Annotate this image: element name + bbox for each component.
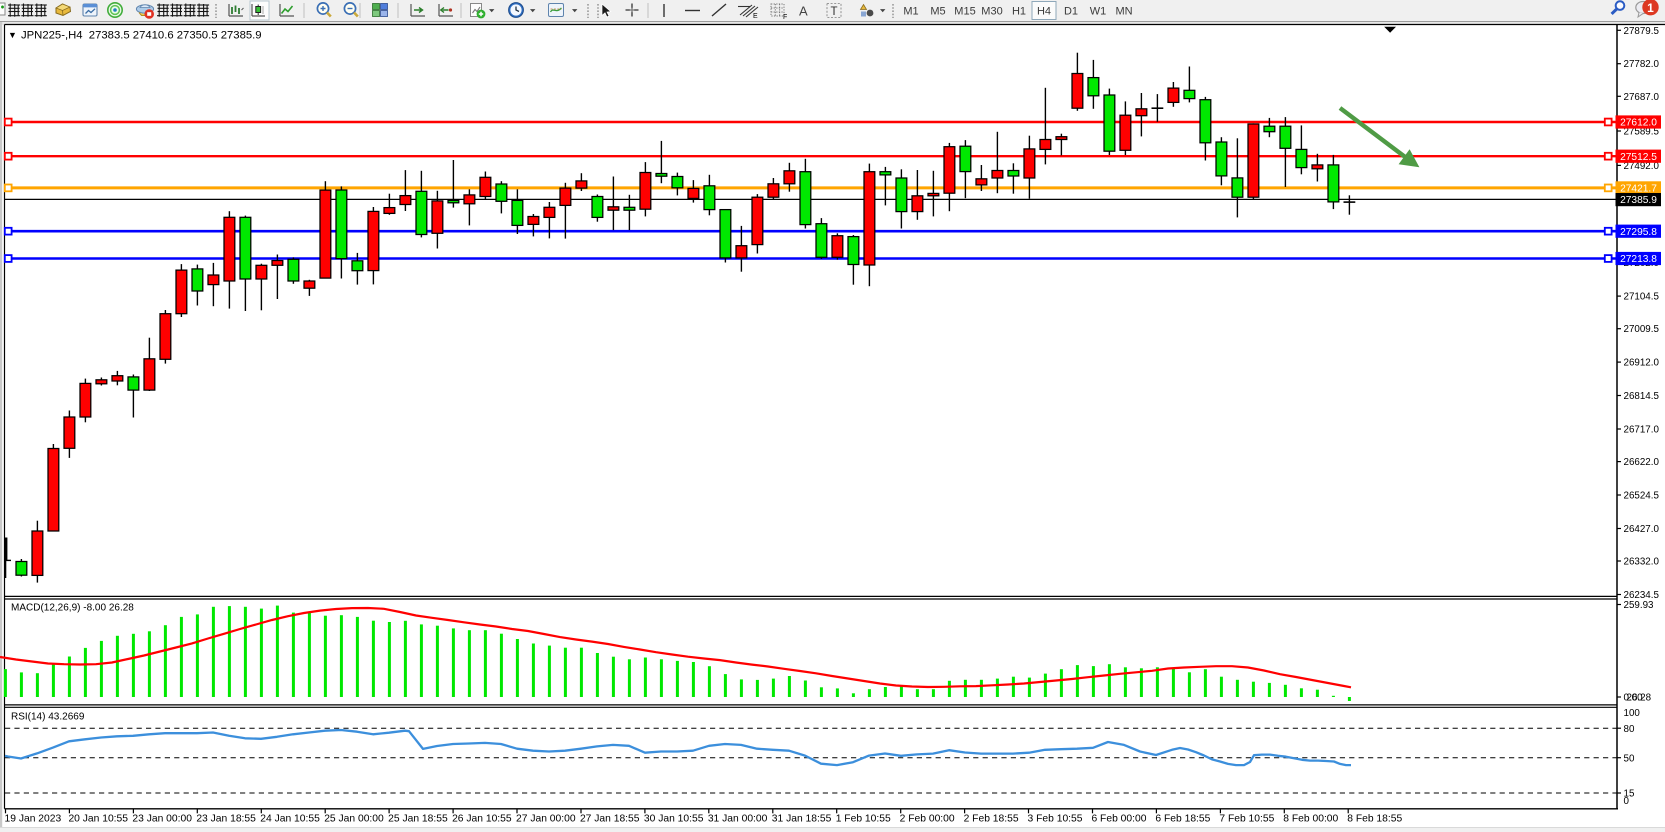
svg-text:27782.0: 27782.0 xyxy=(1624,59,1660,70)
svg-text:6 Feb 00:00: 6 Feb 00:00 xyxy=(1091,814,1146,825)
svg-text:25 Jan 00:00: 25 Jan 00:00 xyxy=(324,814,384,825)
svg-text:27009.5: 27009.5 xyxy=(1624,324,1660,335)
svg-text:27512.5: 27512.5 xyxy=(1620,152,1657,163)
svg-text:E: E xyxy=(753,13,758,20)
svg-text:27687.0: 27687.0 xyxy=(1624,92,1660,103)
svg-text:23 Jan 00:00: 23 Jan 00:00 xyxy=(132,814,192,825)
svg-text:7 Feb 10:55: 7 Feb 10:55 xyxy=(1219,814,1274,825)
svg-text:0: 0 xyxy=(1624,796,1630,807)
svg-text:27213.8: 27213.8 xyxy=(1620,254,1657,265)
svg-text:8 Feb 00:00: 8 Feb 00:00 xyxy=(1283,814,1338,825)
svg-text:26717.0: 26717.0 xyxy=(1624,425,1660,436)
svg-text:1 Feb 10:55: 1 Feb 10:55 xyxy=(836,814,891,825)
svg-text:31 Jan 18:55: 31 Jan 18:55 xyxy=(772,814,832,825)
svg-text:JPN225-,H4 27383.5 27410.6 27: JPN225-,H4 27383.5 27410.6 27350.5 27385… xyxy=(21,30,262,42)
svg-text:25 Jan 18:55: 25 Jan 18:55 xyxy=(388,814,448,825)
svg-text:27104.5: 27104.5 xyxy=(1624,292,1660,303)
svg-text:27295.8: 27295.8 xyxy=(1620,227,1657,238)
svg-text:100: 100 xyxy=(1624,708,1641,719)
svg-text:80: 80 xyxy=(1624,724,1635,735)
svg-text:▼: ▼ xyxy=(8,30,17,40)
svg-text:20 Jan 10:55: 20 Jan 10:55 xyxy=(68,814,128,825)
svg-text:27879.5: 27879.5 xyxy=(1624,26,1660,37)
svg-text:M5: M5 xyxy=(930,6,945,18)
svg-text:26234.5: 26234.5 xyxy=(1624,590,1660,601)
svg-text:F: F xyxy=(783,14,787,21)
svg-text:D1: D1 xyxy=(1064,6,1078,18)
svg-text:30 Jan 10:55: 30 Jan 10:55 xyxy=(644,814,704,825)
svg-text:27385.9: 27385.9 xyxy=(1620,195,1657,206)
svg-text:27 Jan 00:00: 27 Jan 00:00 xyxy=(516,814,576,825)
svg-text:1: 1 xyxy=(1647,1,1654,15)
svg-text:3 Feb 10:55: 3 Feb 10:55 xyxy=(1028,814,1083,825)
svg-text:26814.5: 26814.5 xyxy=(1624,391,1660,402)
svg-text:31 Jan 00:00: 31 Jan 00:00 xyxy=(708,814,768,825)
svg-text:26.28: 26.28 xyxy=(1627,693,1652,704)
svg-text:26524.5: 26524.5 xyxy=(1624,491,1660,502)
svg-text:24 Jan 10:55: 24 Jan 10:55 xyxy=(260,814,320,825)
svg-text:15: 15 xyxy=(1624,789,1635,800)
svg-text:MACD(12,26,9) -8.00 26.28: MACD(12,26,9) -8.00 26.28 xyxy=(11,603,134,614)
svg-text:2 Feb 00:00: 2 Feb 00:00 xyxy=(900,814,955,825)
svg-text:8 Feb 18:55: 8 Feb 18:55 xyxy=(1347,814,1402,825)
svg-text:27421.7: 27421.7 xyxy=(1620,184,1657,195)
svg-text:H4: H4 xyxy=(1037,6,1051,18)
svg-text:23 Jan 18:55: 23 Jan 18:55 xyxy=(196,814,256,825)
svg-text:A: A xyxy=(799,4,808,19)
svg-text:27492.0: 27492.0 xyxy=(1624,161,1660,172)
svg-text:T: T xyxy=(831,6,838,18)
svg-text:H1: H1 xyxy=(1012,6,1026,18)
svg-text:26332.0: 26332.0 xyxy=(1624,557,1660,568)
svg-text:26912.0: 26912.0 xyxy=(1624,358,1660,369)
svg-text:19 Jan 2023: 19 Jan 2023 xyxy=(5,814,62,825)
svg-text:27612.0: 27612.0 xyxy=(1620,118,1657,129)
svg-text:26427.0: 26427.0 xyxy=(1624,524,1660,535)
svg-text:M1: M1 xyxy=(903,6,918,18)
svg-text:0.00: 0.00 xyxy=(1624,693,1644,704)
svg-text:2 Feb 18:55: 2 Feb 18:55 xyxy=(964,814,1019,825)
svg-text:27 Jan 18:55: 27 Jan 18:55 xyxy=(580,814,640,825)
svg-text:MN: MN xyxy=(1115,6,1132,18)
svg-text:6 Feb 18:55: 6 Feb 18:55 xyxy=(1155,814,1210,825)
svg-text:M30: M30 xyxy=(981,6,1002,18)
svg-text:27589.5: 27589.5 xyxy=(1624,127,1660,138)
svg-text:RSI(14) 43.2669: RSI(14) 43.2669 xyxy=(11,712,85,723)
svg-text:W1: W1 xyxy=(1090,6,1107,18)
svg-text:26622.0: 26622.0 xyxy=(1624,457,1660,468)
svg-text:26 Jan 10:55: 26 Jan 10:55 xyxy=(452,814,512,825)
svg-text:50: 50 xyxy=(1624,753,1635,764)
svg-text:259.93: 259.93 xyxy=(1624,600,1655,611)
svg-text:M15: M15 xyxy=(954,6,975,18)
